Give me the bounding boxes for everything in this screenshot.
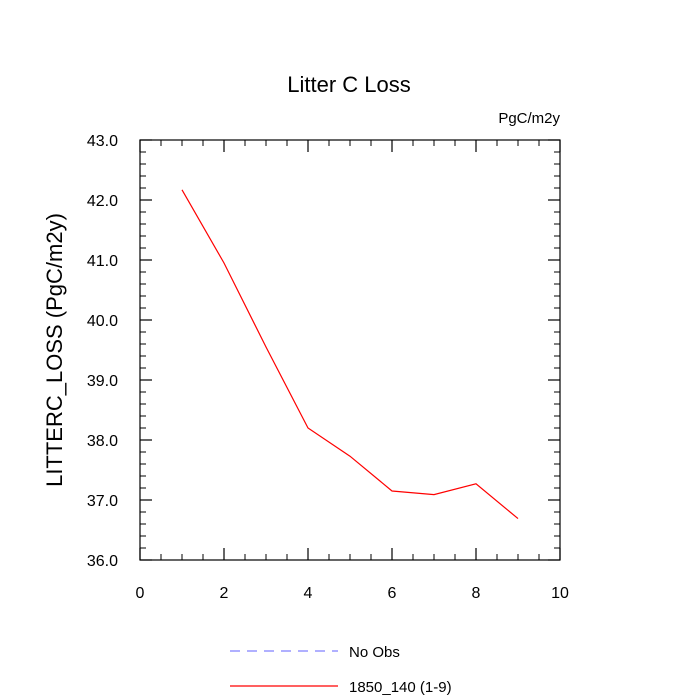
chart-title: Litter C Loss	[287, 72, 411, 97]
legend: No Obs 1850_140 (1-9)	[230, 644, 452, 696]
y-tick-label: 38.0	[87, 433, 118, 450]
x-tick-label: 8	[472, 585, 481, 602]
y-tick-label: 36.0	[87, 553, 118, 570]
y-tick-label: 39.0	[87, 373, 118, 390]
y-tick-label: 43.0	[87, 133, 118, 150]
x-tick-label: 6	[388, 585, 397, 602]
y-tick-label: 37.0	[87, 493, 118, 510]
legend-label: No Obs	[349, 644, 400, 661]
y-axis-label: LITTERC_LOSS (PgC/m2y)	[42, 213, 67, 487]
x-tick-label: 0	[136, 585, 145, 602]
x-tick-label: 10	[551, 585, 569, 602]
plot-frame	[139, 139, 561, 561]
legend-label: 1850_140 (1-9)	[349, 679, 452, 696]
y-tick-label: 42.0	[87, 193, 118, 210]
x-axis-ticks: 0 2 4 6 8 10	[136, 140, 569, 602]
x-tick-label: 2	[220, 585, 229, 602]
units-label: PgC/m2y	[498, 110, 560, 127]
series-layer	[181, 189, 519, 520]
y-tick-label: 41.0	[87, 253, 118, 270]
y-tick-label: 40.0	[87, 313, 118, 330]
y-axis-ticks: 36.0 37.0 38.0 39.0 40.0 41.0 42.0 43.0	[87, 133, 560, 570]
x-tick-label: 4	[304, 585, 313, 602]
series-line-1	[181, 189, 519, 520]
